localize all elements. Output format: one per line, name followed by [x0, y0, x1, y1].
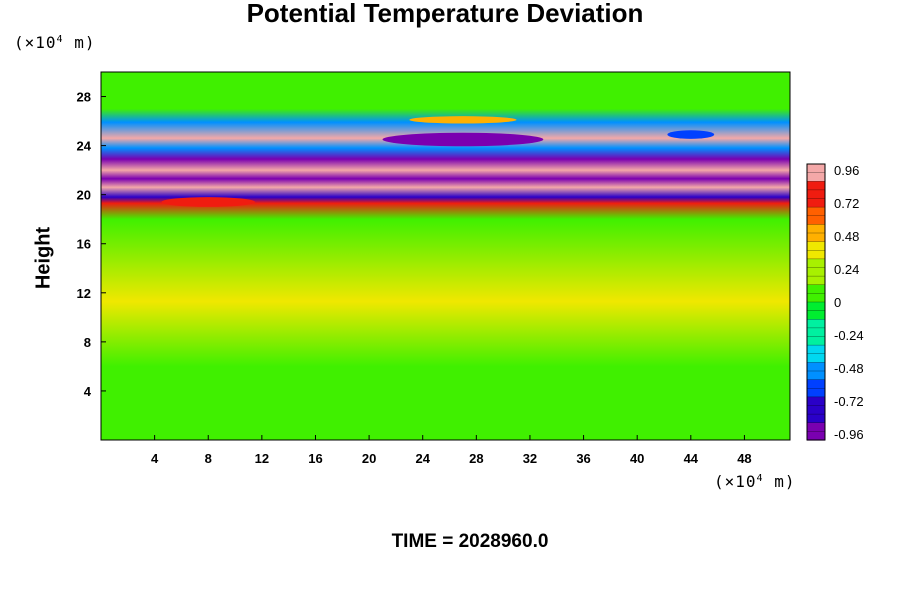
colorbar-segment	[807, 293, 825, 303]
colorbar-segment	[807, 224, 825, 234]
x-tick-label: 20	[362, 451, 376, 466]
colorbar-segment	[807, 241, 825, 251]
colorbar-tick-label: 0.96	[834, 163, 859, 178]
colorbar-segment	[807, 431, 825, 441]
colorbar-tick-label: 0.48	[834, 229, 859, 244]
colorbar: 0.96 0.72 0.48 0.24 0 -0.24 -0.48 -0.72 -0.96	[806, 163, 864, 442]
x-axis-ticks: 4 8 12 16 20 24 28 32 36 40 44 48	[151, 435, 752, 466]
colorbar-segment	[807, 215, 825, 225]
x-tick-label: 44	[684, 451, 699, 466]
colorbar-segment	[807, 258, 825, 269]
chart-title: Potential Temperature Deviation	[246, 0, 644, 28]
colorbar-segment	[807, 362, 825, 372]
x-tick-label: 36	[576, 451, 590, 466]
colorbar-segment	[807, 267, 825, 277]
colorbar-segment	[807, 336, 825, 346]
colorbar-segment	[807, 284, 825, 294]
colorbar-segment	[807, 276, 825, 286]
field-feature-0	[382, 132, 544, 147]
field-feature-3	[667, 130, 715, 139]
y-axis-unit-label: (×104 m)	[14, 33, 96, 52]
colorbar-segment	[807, 422, 825, 432]
time-label: TIME = 2028960.0	[391, 531, 549, 552]
colorbar-segment	[807, 388, 825, 398]
colorbar-segment	[807, 319, 825, 329]
colorbar-segment	[807, 164, 825, 174]
x-tick-label: 12	[255, 451, 269, 466]
plot-frame	[100, 71, 791, 441]
colorbar-segment	[807, 345, 825, 355]
colorbar-tick-label: -0.24	[834, 328, 864, 343]
colorbar-segment	[807, 414, 825, 424]
x-tick-label: 28	[469, 451, 483, 466]
x-axis-unit-label: (×104 m)	[714, 472, 796, 491]
y-tick-label: 28	[77, 90, 91, 105]
field-feature-1	[409, 116, 517, 124]
x-tick-label: 48	[737, 451, 751, 466]
colorbar-segment	[807, 405, 825, 415]
colorbar-segment	[807, 353, 825, 363]
colorbar-tick-label: 0.72	[834, 196, 859, 211]
colorbar-tick-label: -0.96	[834, 427, 864, 442]
colorbar-tick-label: -0.72	[834, 394, 864, 409]
heatmap-field	[101, 72, 790, 440]
colorbar-segment	[807, 310, 825, 320]
y-tick-label: 16	[77, 237, 91, 252]
y-tick-label: 24	[77, 139, 92, 154]
y-tick-label: 20	[77, 188, 91, 203]
colorbar-segment	[807, 189, 825, 200]
colorbar-segment	[807, 396, 825, 407]
colorbar-segment	[807, 181, 825, 191]
colorbar-segment	[807, 172, 825, 182]
colorbar-segment	[807, 233, 825, 243]
y-tick-label: 12	[77, 286, 91, 301]
x-tick-label: 24	[415, 451, 430, 466]
colorbar-segment	[807, 207, 825, 217]
y-tick-label: 8	[84, 335, 91, 350]
colorbar-tick-label: 0	[834, 295, 841, 310]
field-feature-2	[161, 197, 256, 207]
colorbar-segment	[807, 302, 825, 312]
colorbar-segment	[807, 250, 825, 260]
x-tick-label: 32	[523, 451, 537, 466]
y-axis-ticks: 4 8 12 16 20 24 28	[77, 90, 106, 399]
colorbar-segment	[807, 379, 825, 389]
x-tick-label: 4	[151, 451, 159, 466]
field-background	[101, 72, 790, 440]
x-tick-label: 40	[630, 451, 644, 466]
colorbar-segment	[807, 327, 825, 338]
colorbar-tick-label: 0.24	[834, 262, 859, 277]
colorbar-tick-label: -0.48	[834, 361, 864, 376]
x-tick-label: 16	[308, 451, 322, 466]
colorbar-frame	[806, 163, 826, 441]
x-tick-label: 8	[205, 451, 212, 466]
y-tick-label: 4	[84, 384, 92, 399]
colorbar-segment	[807, 371, 825, 381]
colorbar-segment	[807, 198, 825, 208]
